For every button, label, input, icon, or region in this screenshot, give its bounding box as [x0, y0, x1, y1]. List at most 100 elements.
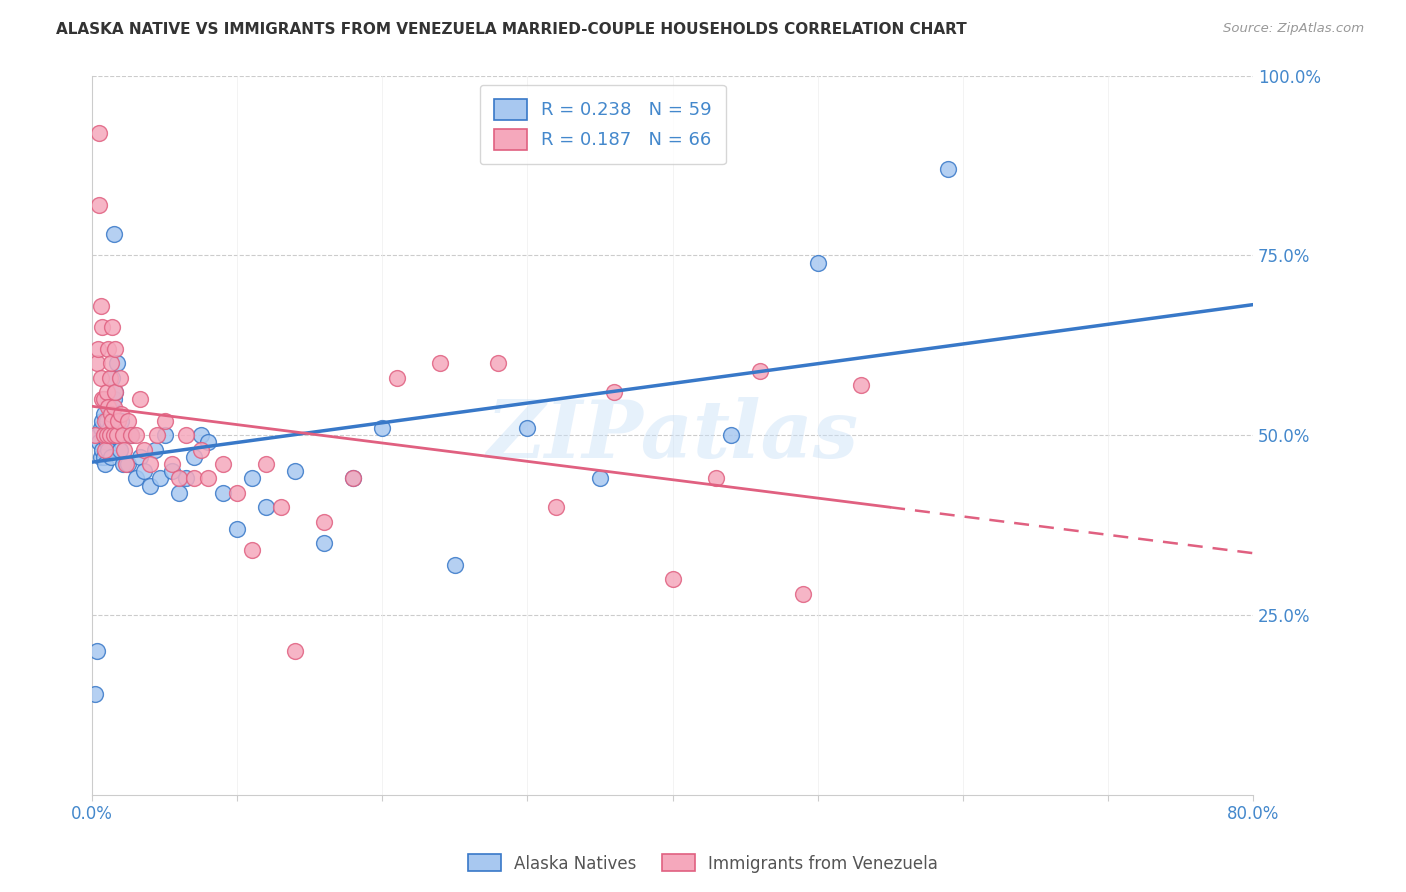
Point — [91, 320, 114, 334]
Point — [120, 428, 142, 442]
Point — [342, 471, 364, 485]
Point — [546, 500, 568, 515]
Point — [104, 385, 127, 400]
Point — [314, 536, 336, 550]
Point — [254, 457, 277, 471]
Point — [89, 198, 111, 212]
Point — [226, 522, 249, 536]
Point — [111, 457, 134, 471]
Point — [96, 385, 118, 400]
Point — [284, 644, 307, 658]
Point — [160, 457, 183, 471]
Point — [90, 450, 112, 464]
Point — [153, 414, 176, 428]
Point — [807, 255, 830, 269]
Point — [96, 414, 118, 428]
Point — [211, 486, 233, 500]
Point — [107, 428, 129, 442]
Point — [176, 471, 198, 485]
Point — [100, 356, 122, 370]
Legend: Alaska Natives, Immigrants from Venezuela: Alaska Natives, Immigrants from Venezuel… — [461, 847, 945, 880]
Point — [190, 428, 212, 442]
Point — [110, 407, 132, 421]
Text: Source: ZipAtlas.com: Source: ZipAtlas.com — [1223, 22, 1364, 36]
Point — [103, 227, 125, 241]
Point — [139, 457, 162, 471]
Point — [160, 464, 183, 478]
Point — [139, 478, 162, 492]
Point — [94, 428, 117, 442]
Point — [112, 428, 135, 442]
Point — [153, 428, 176, 442]
Text: ZIPatlas: ZIPatlas — [486, 397, 859, 474]
Point — [93, 428, 115, 442]
Point — [240, 543, 263, 558]
Point — [149, 471, 172, 485]
Point — [661, 572, 683, 586]
Point — [444, 558, 467, 572]
Point — [91, 442, 114, 457]
Point — [97, 400, 120, 414]
Point — [87, 342, 110, 356]
Point — [134, 464, 156, 478]
Point — [120, 428, 142, 442]
Point — [94, 442, 117, 457]
Point — [107, 414, 129, 428]
Point — [226, 486, 249, 500]
Point — [270, 500, 292, 515]
Point — [84, 428, 107, 442]
Point — [114, 457, 136, 471]
Point — [112, 442, 135, 457]
Point — [96, 435, 118, 450]
Point — [96, 428, 118, 442]
Point — [98, 400, 121, 414]
Point — [704, 471, 727, 485]
Point — [146, 428, 169, 442]
Point — [104, 342, 127, 356]
Point — [284, 464, 307, 478]
Point — [167, 471, 190, 485]
Point — [134, 442, 156, 457]
Point — [100, 428, 122, 442]
Point — [371, 421, 394, 435]
Text: ALASKA NATIVE VS IMMIGRANTS FROM VENEZUELA MARRIED-COUPLE HOUSEHOLDS CORRELATION: ALASKA NATIVE VS IMMIGRANTS FROM VENEZUE… — [56, 22, 967, 37]
Point — [84, 687, 107, 701]
Point — [89, 435, 111, 450]
Point — [385, 370, 408, 384]
Point — [720, 428, 742, 442]
Point — [94, 414, 117, 428]
Point — [104, 385, 127, 400]
Point — [190, 442, 212, 457]
Point — [342, 471, 364, 485]
Point — [97, 342, 120, 356]
Point — [90, 421, 112, 435]
Point — [101, 320, 124, 334]
Point — [97, 392, 120, 407]
Point — [516, 421, 538, 435]
Point — [254, 500, 277, 515]
Point — [936, 162, 959, 177]
Point — [792, 586, 814, 600]
Point — [108, 442, 131, 457]
Point — [93, 450, 115, 464]
Point — [183, 450, 205, 464]
Point — [86, 644, 108, 658]
Point — [89, 126, 111, 140]
Point — [94, 457, 117, 471]
Point — [90, 370, 112, 384]
Point — [125, 471, 148, 485]
Point — [90, 299, 112, 313]
Point — [117, 414, 139, 428]
Point — [105, 428, 128, 442]
Point — [111, 428, 134, 442]
Point — [183, 471, 205, 485]
Point — [748, 363, 770, 377]
Point — [98, 370, 121, 384]
Point — [91, 414, 114, 428]
Point — [176, 428, 198, 442]
Point — [103, 400, 125, 414]
Point — [105, 356, 128, 370]
Point — [117, 457, 139, 471]
Point — [91, 392, 114, 407]
Point — [849, 378, 872, 392]
